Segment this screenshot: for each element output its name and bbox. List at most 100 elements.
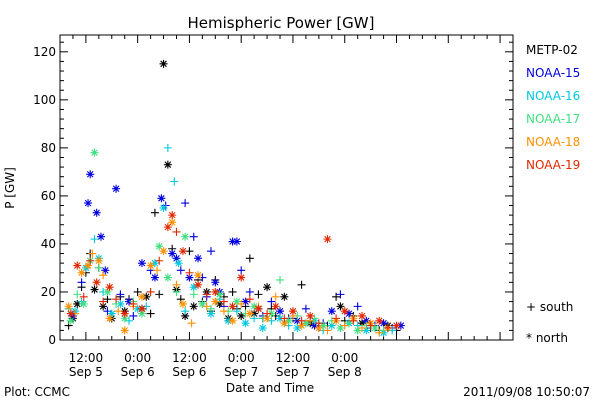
data-point-north bbox=[172, 254, 181, 263]
data-point-north bbox=[245, 309, 254, 318]
data-point-north bbox=[288, 307, 297, 316]
data-point-north bbox=[215, 290, 224, 299]
data-point-south bbox=[332, 292, 341, 301]
data-point-north bbox=[73, 261, 82, 270]
data-point-north bbox=[142, 292, 151, 301]
x-tick-time-label: 0:00 bbox=[331, 351, 358, 365]
data-point-north bbox=[258, 323, 267, 332]
data-point-south bbox=[301, 304, 310, 313]
data-point-south bbox=[189, 232, 198, 241]
data-point-north bbox=[336, 323, 345, 332]
data-point-south bbox=[280, 314, 289, 323]
data-point-north bbox=[163, 273, 172, 282]
y-tick-label: 40 bbox=[41, 237, 56, 251]
data-point-north bbox=[241, 319, 250, 328]
data-point-north bbox=[198, 299, 207, 308]
data-point-north bbox=[99, 302, 108, 311]
data-point-north bbox=[150, 273, 159, 282]
data-point-north bbox=[336, 302, 345, 311]
y-tick-label: 20 bbox=[41, 285, 56, 299]
data-point-south bbox=[146, 287, 155, 296]
y-tick-label: 100 bbox=[33, 93, 56, 107]
data-point-south bbox=[172, 227, 181, 236]
data-point-north bbox=[86, 170, 95, 179]
x-tick-date-label: Sep 6 bbox=[172, 365, 206, 379]
data-point-south bbox=[358, 323, 366, 332]
data-point-north bbox=[125, 297, 134, 306]
data-point-south bbox=[155, 290, 164, 299]
marker-legend-south: + south bbox=[526, 300, 573, 314]
legend-entry-noaa-15: NOAA-15 bbox=[526, 66, 580, 80]
data-point-south bbox=[207, 304, 215, 313]
data-point-north bbox=[92, 278, 101, 287]
data-point-north bbox=[276, 307, 285, 316]
y-tick-label: 120 bbox=[33, 45, 56, 59]
data-point-north bbox=[263, 283, 272, 292]
x-tick-date-label: Sep 8 bbox=[328, 365, 362, 379]
x-tick-date-label: Sep 7 bbox=[224, 365, 258, 379]
data-point-north bbox=[178, 247, 187, 256]
x-tick-time-label: 0:00 bbox=[124, 351, 151, 365]
data-point-south bbox=[172, 287, 181, 296]
data-point-south bbox=[237, 266, 246, 275]
data-point-south bbox=[267, 297, 276, 306]
data-point-north bbox=[90, 148, 99, 157]
data-point-north bbox=[250, 309, 259, 318]
data-point-south bbox=[150, 208, 159, 217]
data-point-north bbox=[105, 283, 114, 292]
data-point-south bbox=[116, 290, 125, 299]
data-point-south bbox=[103, 295, 112, 304]
data-point-north bbox=[181, 232, 190, 241]
data-point-south bbox=[114, 307, 123, 316]
data-point-north bbox=[301, 319, 310, 328]
data-point-south bbox=[353, 302, 362, 311]
data-point-north bbox=[232, 237, 241, 246]
data-point-north bbox=[73, 299, 82, 308]
data-point-north bbox=[84, 261, 93, 270]
data-point-north bbox=[211, 297, 220, 306]
data-point-south bbox=[250, 314, 259, 323]
data-point-north bbox=[107, 309, 116, 318]
data-point-south bbox=[99, 297, 108, 306]
data-point-north bbox=[215, 299, 224, 308]
data-point-south bbox=[176, 266, 185, 275]
legend-entry-noaa-16: NOAA-16 bbox=[526, 89, 580, 103]
data-point-north bbox=[345, 309, 354, 318]
data-point-south bbox=[153, 266, 162, 275]
data-point-south bbox=[263, 309, 272, 318]
data-point-south bbox=[219, 297, 228, 306]
data-point-south bbox=[219, 307, 228, 316]
data-point-south bbox=[79, 292, 88, 301]
data-point-north bbox=[228, 316, 237, 325]
data-point-south bbox=[133, 287, 142, 296]
data-point-north bbox=[159, 247, 168, 256]
data-point-south bbox=[185, 268, 194, 277]
data-point-north bbox=[120, 326, 129, 335]
data-point-south bbox=[228, 287, 237, 296]
data-point-north bbox=[84, 199, 93, 208]
data-point-north bbox=[185, 273, 194, 282]
data-point-north bbox=[112, 184, 121, 193]
data-point-north bbox=[211, 278, 220, 287]
data-point-south bbox=[73, 290, 82, 299]
data-point-south bbox=[375, 328, 384, 337]
data-point-north bbox=[358, 311, 366, 320]
data-point-north bbox=[181, 311, 190, 320]
data-point-south bbox=[163, 143, 172, 152]
data-point-north bbox=[150, 259, 159, 268]
data-point-north bbox=[306, 311, 315, 320]
data-point-south bbox=[129, 299, 138, 308]
chart-title: Hemispheric Power [GW] bbox=[188, 14, 375, 32]
data-point-north bbox=[362, 326, 371, 335]
footer-timestamp: 2011/09/08 10:50:07 bbox=[463, 385, 590, 399]
data-point-south bbox=[245, 254, 254, 263]
data-point-north bbox=[105, 314, 114, 323]
y-tick-label: 80 bbox=[41, 141, 56, 155]
data-point-south bbox=[237, 299, 246, 308]
data-point-south bbox=[94, 263, 103, 272]
data-point-north bbox=[250, 302, 259, 311]
data-point-north bbox=[96, 232, 105, 241]
data-point-north bbox=[237, 273, 246, 282]
data-point-south bbox=[172, 280, 181, 289]
